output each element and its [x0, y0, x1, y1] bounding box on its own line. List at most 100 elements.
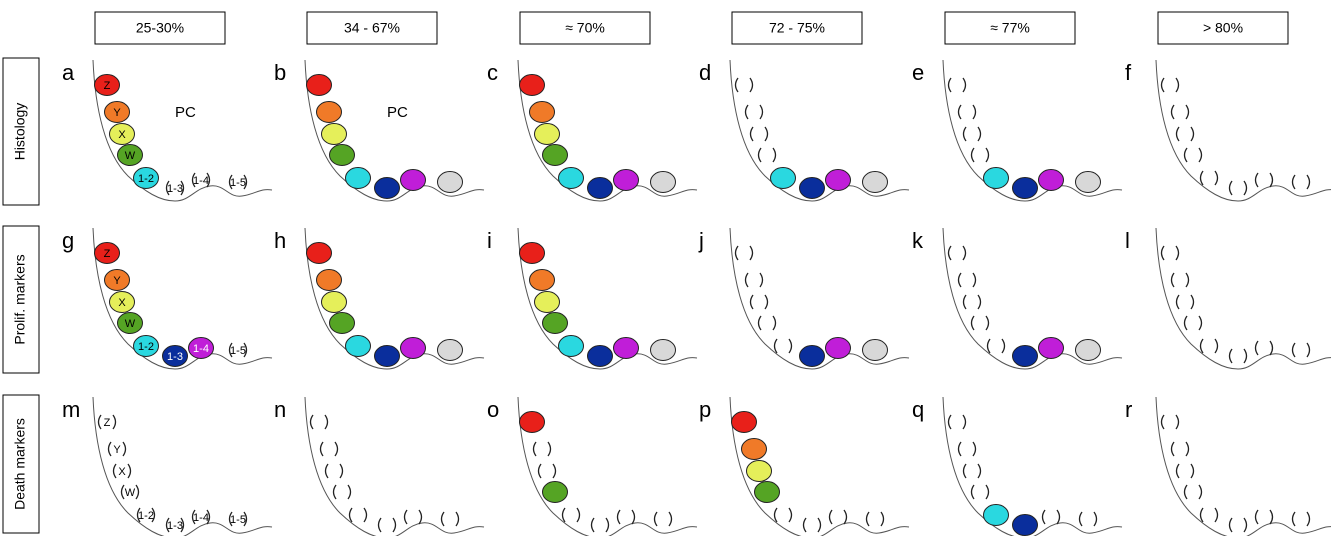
cell: [375, 346, 400, 367]
cell: [530, 102, 555, 123]
cell: [1039, 338, 1064, 359]
empty-cell: [1230, 349, 1247, 363]
cell-label: 1-3: [167, 183, 183, 195]
epithelium-curve: [1156, 397, 1331, 536]
panel: o: [487, 397, 697, 536]
panel-letter: k: [912, 228, 924, 253]
cell: [755, 482, 780, 503]
column-header: > 80%: [1203, 20, 1243, 36]
cell-label: W: [125, 150, 136, 162]
empty-cell: [964, 127, 981, 141]
cell: [438, 340, 463, 361]
panel-letter: i: [487, 228, 492, 253]
empty-cell: [830, 510, 847, 524]
empty-cell: [959, 105, 976, 119]
panel-letter: b: [274, 60, 286, 85]
empty-cell: [736, 246, 753, 260]
empty-cell: [379, 518, 396, 532]
cell: [438, 172, 463, 193]
panel: k: [912, 228, 1122, 369]
empty-cell: [1201, 508, 1218, 522]
cell: [520, 75, 545, 96]
panel-letter: l: [1125, 228, 1130, 253]
cell-label: X: [118, 129, 126, 141]
empty-cell: [1293, 512, 1310, 526]
cell: [520, 412, 545, 433]
cell: [614, 338, 639, 359]
panel: l: [1125, 228, 1331, 369]
empty-cell: [1162, 415, 1179, 429]
cell-label: Y: [113, 444, 121, 456]
panel-letter: q: [912, 397, 924, 422]
cell: [826, 170, 851, 191]
cell: [330, 145, 355, 166]
empty-cell: [751, 295, 768, 309]
panel: n: [274, 397, 484, 536]
cell: [651, 340, 676, 361]
cell: [1013, 178, 1038, 199]
panel-letter: h: [274, 228, 286, 253]
epithelium-curve: [1156, 60, 1331, 201]
cell-label: Y: [113, 107, 121, 119]
cell-label: 1-2: [138, 510, 154, 522]
empty-cell: [988, 339, 1005, 353]
panel-letter: n: [274, 397, 286, 422]
cell: [520, 243, 545, 264]
cell-label: Y: [113, 275, 121, 287]
cell-label: 1-4: [193, 512, 209, 524]
cell: [826, 338, 851, 359]
empty-cell: [751, 127, 768, 141]
panel-letter: e: [912, 60, 924, 85]
cell-label: X: [118, 297, 126, 309]
panel-letter: j: [698, 228, 704, 253]
cell-label: Z: [104, 417, 111, 429]
cell: [322, 124, 347, 145]
empty-cell: [949, 415, 966, 429]
cell: [535, 124, 560, 145]
empty-cell: [1177, 127, 1194, 141]
panel: p: [699, 397, 909, 536]
panel: r: [1125, 397, 1331, 536]
empty-cell: [972, 485, 989, 499]
annotation: PC: [387, 104, 408, 121]
cell: [322, 292, 347, 313]
cell: [307, 243, 332, 264]
empty-cell: [534, 442, 551, 456]
cell: [543, 482, 568, 503]
empty-cell: [1177, 464, 1194, 478]
panel: aPCZYXW1-21-31-41-5: [62, 60, 272, 201]
cell: [535, 292, 560, 313]
panel: q: [912, 397, 1122, 536]
empty-cell: [1172, 105, 1189, 119]
empty-cell: [405, 510, 422, 524]
empty-cell: [746, 105, 763, 119]
cell: [1076, 340, 1101, 361]
cell: [800, 178, 825, 199]
panel: mZYXW1-21-31-41-5: [62, 397, 272, 536]
cell: [863, 172, 888, 193]
empty-cell: [350, 508, 367, 522]
cell: [588, 346, 613, 367]
cell-label: W: [125, 487, 136, 499]
cell: [317, 270, 342, 291]
cell: [747, 461, 772, 482]
cell: [375, 178, 400, 199]
empty-cell: [867, 512, 884, 526]
row-label: Prolif. markers: [12, 254, 28, 344]
panel-letter: d: [699, 60, 711, 85]
cell: [1013, 346, 1038, 367]
cell: [651, 172, 676, 193]
empty-cell: [1080, 512, 1097, 526]
empty-cell: [1172, 442, 1189, 456]
empty-cell: [775, 339, 792, 353]
empty-cell: [1256, 341, 1273, 355]
empty-cell: [442, 512, 459, 526]
panel: h: [274, 228, 484, 369]
cell: [346, 336, 371, 357]
cell: [863, 340, 888, 361]
panel-letter: a: [62, 60, 75, 85]
empty-cell: [1293, 343, 1310, 357]
cell: [330, 313, 355, 334]
cell-label: 1-5: [230, 345, 246, 357]
cell-label: 1-3: [167, 520, 183, 532]
